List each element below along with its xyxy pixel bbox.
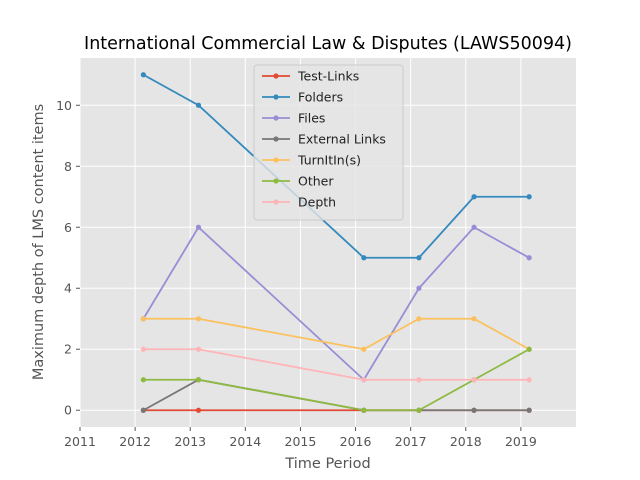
data-point <box>140 407 146 413</box>
legend-box <box>253 64 404 221</box>
data-point <box>471 224 477 230</box>
y-tick-label: 0 <box>64 403 72 418</box>
series-depth <box>140 346 532 383</box>
series-line <box>143 317 530 351</box>
data-point <box>416 255 422 261</box>
legend-item-files: Files <box>262 111 325 126</box>
legend-marker <box>273 73 279 79</box>
series-line <box>143 348 530 381</box>
y-axis-ticks: 0 2 4 6 8 10 <box>56 98 80 418</box>
x-tick-label: 2015 <box>285 434 317 449</box>
legend-marker <box>273 157 279 163</box>
legend-label: Depth <box>298 195 336 210</box>
data-point <box>526 194 532 200</box>
data-point <box>140 377 146 383</box>
data-point <box>140 316 146 322</box>
data-point <box>195 377 202 383</box>
legend-label: Other <box>298 174 334 189</box>
x-tick-label: 2014 <box>229 434 261 449</box>
x-tick-label: 2018 <box>450 434 482 449</box>
data-point <box>361 377 367 383</box>
y-axis-label: Maximum depth of LMS content items <box>31 104 47 380</box>
legend-label: External Links <box>298 132 386 147</box>
data-point <box>140 346 146 352</box>
legend-item-other: Other <box>262 174 334 189</box>
y-tick-label: 4 <box>64 281 72 296</box>
legend-item-turnitin-s: TurnItIn(s) <box>262 153 361 168</box>
data-point <box>195 224 202 230</box>
data-point <box>195 346 202 352</box>
data-point <box>140 72 146 78</box>
series-line <box>142 73 530 259</box>
legend-marker <box>273 136 279 142</box>
legend-label: Test-Links <box>297 69 359 84</box>
x-axis-ticks: 2011 2012 2013 2014 2015 2016 2017 2018 2019 <box>64 427 537 449</box>
data-point <box>195 407 202 413</box>
data-point <box>416 407 422 413</box>
data-point <box>195 316 202 322</box>
legend-marker <box>273 199 279 205</box>
data-point <box>361 407 367 413</box>
data-point <box>471 377 477 383</box>
y-tick-label: 10 <box>56 98 72 113</box>
data-point <box>471 316 477 322</box>
data-point <box>361 346 367 352</box>
data-point <box>471 407 477 413</box>
data-point <box>526 346 532 352</box>
series-lines <box>140 72 532 413</box>
data-point <box>416 377 422 383</box>
x-tick-label: 2013 <box>174 434 206 449</box>
legend-label: Files <box>298 111 325 126</box>
legend-item-external-links: External Links <box>262 132 386 147</box>
x-tick-label: 2016 <box>340 434 372 449</box>
legend-marker <box>273 94 279 100</box>
data-point <box>526 255 532 261</box>
data-point <box>361 255 367 261</box>
data-point <box>416 316 422 322</box>
data-point <box>526 377 532 383</box>
legend-label: Folders <box>298 90 343 105</box>
legend: Test-Links Folders Files External Links Turn… <box>253 64 404 221</box>
y-tick-label: 6 <box>64 220 72 235</box>
legend-marker <box>273 115 279 121</box>
x-axis-label: Time Period <box>284 456 370 472</box>
x-tick-label: 2019 <box>505 434 537 449</box>
legend-marker <box>273 178 279 184</box>
legend-item-depth: Depth <box>262 195 336 210</box>
y-tick-label: 2 <box>64 342 72 357</box>
legend-label: TurnItIn(s) <box>297 153 361 168</box>
x-tick-label: 2012 <box>119 434 151 449</box>
data-point <box>471 194 477 200</box>
chart-title: International Commercial Law & Disputes … <box>84 34 572 54</box>
x-tick-label: 2011 <box>64 434 96 449</box>
data-point <box>195 102 202 108</box>
legend-item-folders: Folders <box>262 90 343 105</box>
data-point <box>416 285 422 291</box>
series-line <box>143 348 530 412</box>
legend-item-test-links: Test-Links <box>262 69 359 84</box>
series-folders <box>140 72 532 261</box>
x-tick-label: 2017 <box>395 434 427 449</box>
data-point <box>526 407 532 413</box>
y-tick-label: 8 <box>64 159 72 174</box>
